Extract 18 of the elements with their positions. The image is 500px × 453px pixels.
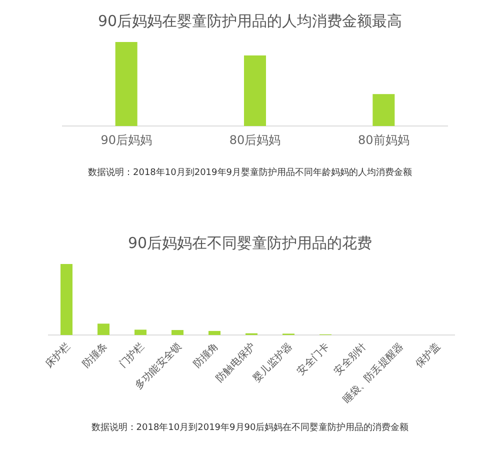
x-tick-label: 门护栏	[116, 340, 147, 370]
chart-title: 90后妈妈在婴童防护用品的人均消费金额最高	[98, 12, 402, 30]
x-tick-label: 安全门卡	[294, 340, 332, 378]
text: 数据说明：2018年10月到2019年9月90后妈妈在不同婴童防护用品的消费金额	[91, 422, 409, 433]
chart-title: 90后妈妈在不同婴童防护用品的花费	[128, 234, 372, 252]
text: 数据说明：2018年10月到2019年9月婴童防护用品不同年龄妈妈的人均消费金额	[88, 167, 412, 178]
bar	[172, 330, 184, 335]
x-tick-label: 防撞角	[190, 340, 221, 370]
x-tick-label: 80前妈妈	[358, 133, 410, 147]
bar	[98, 324, 110, 335]
x-tick-label: 90后妈妈	[100, 133, 152, 147]
bar	[60, 264, 72, 335]
bar	[208, 330, 220, 335]
x-tick-label: 80后妈妈	[229, 133, 281, 147]
x-tick-label: 床护栏	[42, 340, 73, 370]
x-tick-label: 保护盖	[412, 340, 443, 370]
bar	[134, 330, 146, 335]
x-tick-label: 防撞条	[80, 340, 110, 370]
